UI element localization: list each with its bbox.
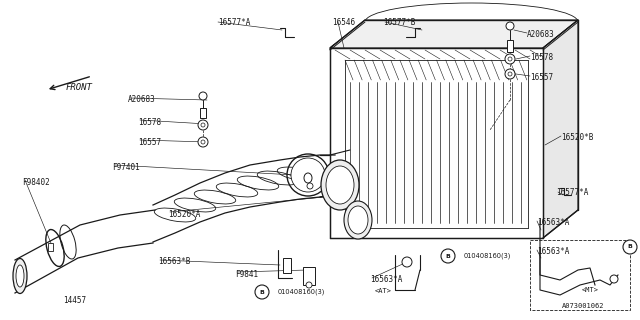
Text: A20683: A20683 [527, 30, 555, 39]
Circle shape [506, 22, 514, 30]
Circle shape [505, 69, 515, 79]
Ellipse shape [321, 160, 359, 210]
Circle shape [402, 257, 412, 267]
Ellipse shape [13, 259, 27, 293]
Text: 16578: 16578 [530, 53, 553, 62]
Polygon shape [543, 20, 578, 238]
Circle shape [199, 92, 207, 100]
Text: <MT>: <MT> [582, 287, 599, 293]
Polygon shape [330, 20, 578, 48]
Circle shape [255, 285, 269, 299]
Ellipse shape [291, 158, 325, 192]
Text: 16557: 16557 [138, 138, 161, 147]
Ellipse shape [348, 206, 368, 234]
Text: 16577*A: 16577*A [556, 188, 588, 197]
Polygon shape [330, 48, 543, 238]
Circle shape [198, 120, 208, 130]
Circle shape [508, 72, 512, 76]
Text: F9841: F9841 [235, 270, 258, 279]
Text: 16563*A: 16563*A [537, 247, 570, 256]
Text: 16577*A: 16577*A [218, 18, 250, 27]
Text: 010408160(3): 010408160(3) [464, 253, 511, 259]
Text: <AT>: <AT> [375, 288, 392, 294]
Bar [283, 258, 291, 273]
Ellipse shape [344, 201, 372, 239]
Circle shape [505, 54, 515, 64]
Bar [507, 40, 513, 52]
Text: 16563*A: 16563*A [537, 218, 570, 227]
Bar [530, 240, 630, 310]
Text: 16557: 16557 [530, 73, 553, 82]
Ellipse shape [16, 265, 24, 287]
Text: A073001062: A073001062 [562, 303, 605, 309]
Text: A20683: A20683 [128, 95, 156, 104]
Text: 16563*A: 16563*A [370, 275, 403, 284]
Text: FRONT: FRONT [66, 83, 93, 92]
Ellipse shape [304, 173, 312, 183]
Text: 16578: 16578 [138, 118, 161, 127]
Text: 16563*B: 16563*B [158, 257, 190, 266]
Ellipse shape [326, 166, 354, 204]
Text: 16577*B: 16577*B [383, 18, 415, 27]
Text: 14457: 14457 [63, 296, 86, 305]
Circle shape [306, 282, 312, 288]
Text: B: B [260, 290, 264, 294]
Text: F97401: F97401 [112, 163, 140, 172]
Text: 16520*B: 16520*B [561, 133, 593, 142]
Circle shape [441, 249, 455, 263]
Bar [303, 267, 315, 285]
Bar [48, 243, 53, 251]
Circle shape [201, 123, 205, 127]
Text: 010408160(3): 010408160(3) [278, 289, 325, 295]
Text: 16546: 16546 [332, 18, 355, 27]
Circle shape [198, 137, 208, 147]
Circle shape [610, 275, 618, 283]
Text: B: B [445, 253, 451, 259]
Circle shape [201, 140, 205, 144]
Bar [200, 108, 206, 118]
Circle shape [307, 183, 313, 189]
Circle shape [508, 57, 512, 61]
Text: 16520*A: 16520*A [168, 210, 200, 219]
Text: F98402: F98402 [22, 178, 50, 187]
Text: B: B [628, 244, 632, 250]
Circle shape [623, 240, 637, 254]
